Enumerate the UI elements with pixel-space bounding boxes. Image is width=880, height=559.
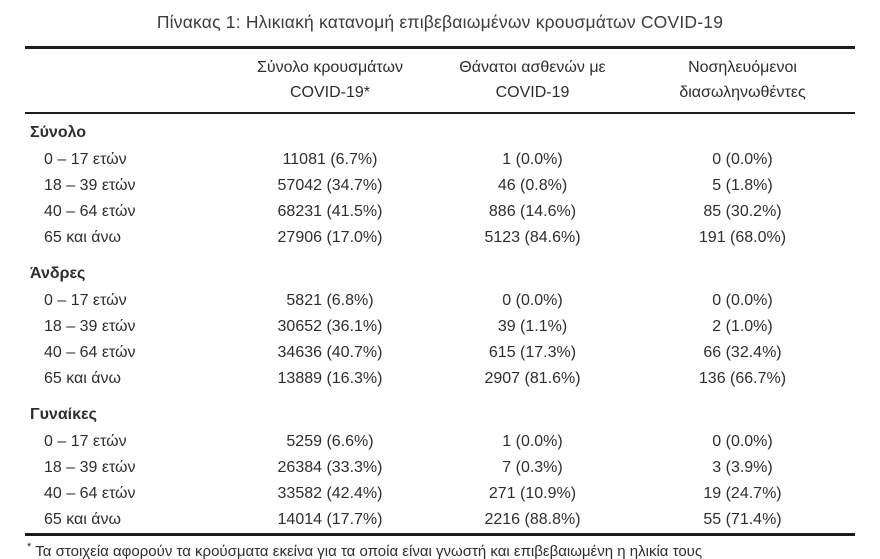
table-row: 65 και άνω 13889 (16.3%) 2907 (81.6%) 136 (… [25, 366, 855, 392]
deaths-value: 5123 (84.6%) [484, 229, 581, 246]
age-group-label: 40 – 64 ετών [44, 203, 136, 220]
age-group-label: 0 – 17 ετών [44, 151, 127, 168]
section-row: Άνδρες [25, 251, 855, 288]
column-header-total-cases: Σύνολο κρουσμάτων COVID-19* [225, 47, 435, 114]
section-row: Σύνολο [25, 113, 855, 147]
table-title: Πίνακας 1: Ηλικιακή κατανομή επιβεβαιωμέ… [156, 12, 724, 32]
intubated-value: 5 (1.8%) [712, 177, 773, 194]
column-header-total-cases-line1: Σύνολο κρουσμάτων [256, 59, 403, 76]
intubated-value: 66 (32.4%) [703, 344, 782, 361]
table-header-row: Σύνολο κρουσμάτων COVID-19* Θάνατοι ασθε… [25, 47, 855, 114]
table-row: 65 και άνω 14014 (17.7%) 2216 (88.8%) 55 (7… [25, 507, 855, 535]
column-header-deaths-line2: COVID-19 [495, 84, 570, 101]
intubated-value: 2 (1.0%) [712, 318, 773, 335]
total-cases-value: 30652 (36.1%) [277, 318, 383, 335]
age-group-label: 65 και άνω [44, 511, 122, 528]
table-row: 40 – 64 ετών 68231 (41.5%) 886 (14.6%) 85 (… [25, 199, 855, 225]
age-group-label: 65 και άνω [44, 370, 122, 387]
intubated-value: 0 (0.0%) [712, 433, 773, 450]
total-cases-value: 33582 (42.4%) [277, 485, 383, 502]
column-header-intubated: Νοσηλευόμενοι διασωληνωθέντες [630, 47, 855, 114]
section-label: Άνδρες [30, 265, 86, 282]
table-row: 0 – 17 ετών 5821 (6.8%) 0 (0.0%) 0 (0.0%) [25, 288, 855, 314]
intubated-value: 136 (66.7%) [698, 370, 787, 387]
age-group-label: 40 – 64 ετών [44, 485, 136, 502]
total-cases-value: 27906 (17.0%) [277, 229, 383, 246]
table-row: 40 – 64 ετών 33582 (42.4%) 271 (10.9%) 19 (… [25, 481, 855, 507]
age-group-label: 40 – 64 ετών [44, 344, 136, 361]
deaths-value: 1 (0.0%) [502, 433, 563, 450]
deaths-value: 615 (17.3%) [488, 344, 577, 361]
deaths-value: 2216 (88.8%) [484, 511, 581, 528]
table-row: 18 – 39 ετών 57042 (34.7%) 46 (0.8%) 5 (1.8… [25, 173, 855, 199]
table-row: 18 – 39 ετών 30652 (36.1%) 39 (1.1%) 2 (1.0… [25, 314, 855, 340]
deaths-value: 46 (0.8%) [497, 177, 568, 194]
section-label: Γυναίκες [30, 406, 97, 423]
total-cases-value: 5821 (6.8%) [286, 292, 374, 309]
total-cases-value: 57042 (34.7%) [277, 177, 383, 194]
table-row: 18 – 39 ετών 26384 (33.3%) 7 (0.3%) 3 (3.9%… [25, 455, 855, 481]
total-cases-value: 11081 (6.7%) [282, 151, 378, 168]
footnote-marker: * [27, 541, 32, 553]
section-label: Σύνολο [30, 124, 87, 141]
total-cases-value: 5259 (6.6%) [286, 433, 374, 450]
deaths-value: 2907 (81.6%) [484, 370, 581, 387]
deaths-value: 0 (0.0%) [502, 292, 563, 309]
age-group-label: 65 και άνω [44, 229, 122, 246]
intubated-value: 191 (68.0%) [698, 229, 787, 246]
deaths-value: 1 (0.0%) [502, 151, 563, 168]
section-row: Γυναίκες [25, 392, 855, 429]
intubated-value: 55 (71.4%) [703, 511, 782, 528]
deaths-value: 271 (10.9%) [488, 485, 577, 502]
table-row: 0 – 17 ετών 5259 (6.6%) 1 (0.0%) 0 (0.0%) [25, 429, 855, 455]
total-cases-value: 68231 (41.5%) [277, 203, 383, 220]
intubated-value: 85 (30.2%) [703, 203, 782, 220]
table-row: 65 και άνω 27906 (17.0%) 5123 (84.6%) 191 (… [25, 225, 855, 251]
table-body: Σύνολο 0 – 17 ετών 11081 (6.7%) 1 (0.0%) 0 (… [25, 113, 855, 535]
total-cases-value: 26384 (33.3%) [277, 459, 383, 476]
covid-age-distribution-table: Σύνολο κρουσμάτων COVID-19* Θάνατοι ασθε… [25, 46, 855, 536]
total-cases-value: 14014 (17.7%) [277, 511, 383, 528]
deaths-value: 7 (0.3%) [502, 459, 563, 476]
age-group-label: 0 – 17 ετών [44, 433, 127, 450]
age-group-label: 0 – 17 ετών [44, 292, 127, 309]
intubated-value: 19 (24.7%) [703, 485, 782, 502]
column-header-deaths-line1: Θάνατοι ασθενών με [459, 59, 606, 76]
footnote-text: Τα στοιχεία αφορούν τα κρούσματα εκείνα … [35, 543, 703, 559]
age-group-label: 18 – 39 ετών [44, 318, 136, 335]
intubated-value: 3 (3.9%) [712, 459, 773, 476]
total-cases-value: 34636 (40.7%) [277, 344, 383, 361]
table-row: 40 – 64 ετών 34636 (40.7%) 615 (17.3%) 66 (… [25, 340, 855, 366]
age-group-label: 18 – 39 ετών [44, 459, 136, 476]
footnote: * Τα στοιχεία αφορούν τα κρούσματα εκείνα… [27, 541, 855, 559]
age-group-label: 18 – 39 ετών [44, 177, 136, 194]
total-cases-value: 13889 (16.3%) [277, 370, 383, 387]
column-header-deaths: Θάνατοι ασθενών με COVID-19 [435, 47, 630, 114]
table-container: Σύνολο κρουσμάτων COVID-19* Θάνατοι ασθε… [25, 46, 855, 536]
column-header-intubated-line2: διασωληνωθέντες [679, 84, 806, 101]
deaths-value: 886 (14.6%) [488, 203, 577, 220]
intubated-value: 0 (0.0%) [712, 151, 773, 168]
table-row: 0 – 17 ετών 11081 (6.7%) 1 (0.0%) 0 (0.0%) [25, 147, 855, 173]
column-header-intubated-line1: Νοσηλευόμενοι [688, 59, 797, 76]
column-header-total-cases-line2: COVID-19* [289, 84, 371, 101]
deaths-value: 39 (1.1%) [497, 318, 568, 335]
intubated-value: 0 (0.0%) [712, 292, 773, 309]
column-header-empty [25, 47, 225, 114]
